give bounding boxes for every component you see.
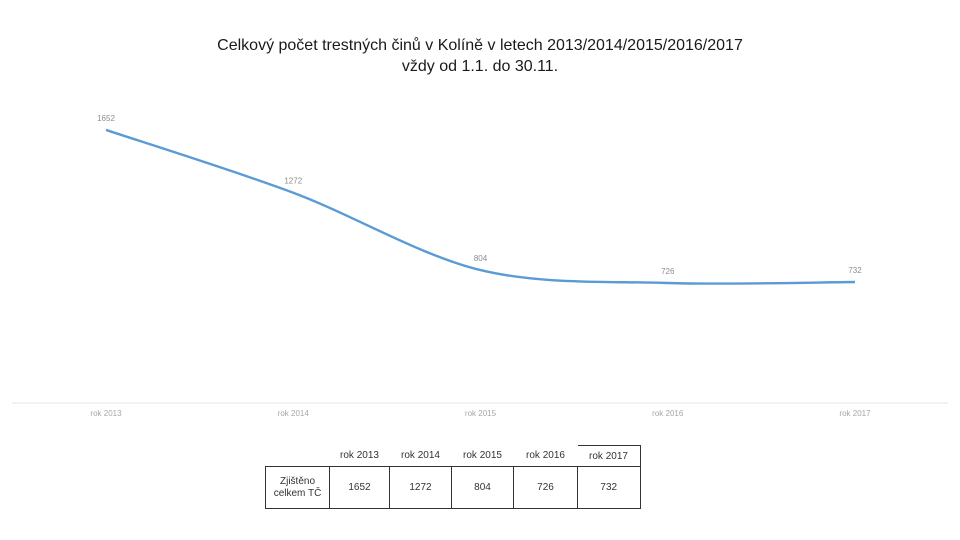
- table-cell: 732: [577, 466, 641, 509]
- chart-title-line-1: Celkový počet trestných činů v Kolíně v …: [217, 37, 743, 54]
- table-header-cell: rok 2014: [401, 450, 440, 462]
- table-cell: 726: [513, 466, 578, 509]
- table-cell: 1272: [389, 466, 452, 509]
- data-label: 1652: [97, 114, 115, 123]
- data-label: 732: [848, 266, 862, 275]
- table-cell: 804: [451, 466, 514, 509]
- x-tick-label: rok 2017: [839, 409, 871, 418]
- table-header-cell: rok 2017: [577, 445, 641, 467]
- chart-title-line-2: vždy od 1.1. do 30.11.: [401, 58, 559, 75]
- data-label: 1272: [284, 177, 302, 186]
- table-row: Zjištěno celkem TČ 1652 1272 804 726 732: [265, 466, 641, 509]
- x-tick-label: rok 2015: [465, 409, 497, 418]
- data-label: 804: [474, 254, 488, 263]
- table-header-cell: rok 2013: [340, 450, 379, 462]
- table-header-cell: rok 2015: [463, 450, 502, 462]
- table-cell: 1652: [329, 466, 390, 509]
- series-line: [105, 128, 856, 285]
- x-tick-label: rok 2016: [652, 409, 684, 418]
- x-tick-label: rok 2014: [278, 409, 310, 418]
- data-label: 726: [661, 267, 675, 276]
- table-corner: [266, 446, 330, 467]
- data-table: rok 2013 rok 2014 rok 2015 rok 2016 rok …: [265, 445, 641, 509]
- table-row-label: Zjištěno celkem TČ: [265, 466, 330, 509]
- x-tick-label: rok 2013: [90, 409, 122, 418]
- table-header-cell: rok 2016: [526, 450, 565, 462]
- chart-title: Celkový počet trestných činů v Kolíně v …: [0, 35, 960, 77]
- line-chart: rok 2013 rok 2014 rok 2015 rok 2016 rok 2017…: [12, 114, 948, 418]
- table-row-label-line-1: Zjištěno: [279, 475, 315, 487]
- table-row-label-line-2: celkem TČ: [273, 487, 322, 499]
